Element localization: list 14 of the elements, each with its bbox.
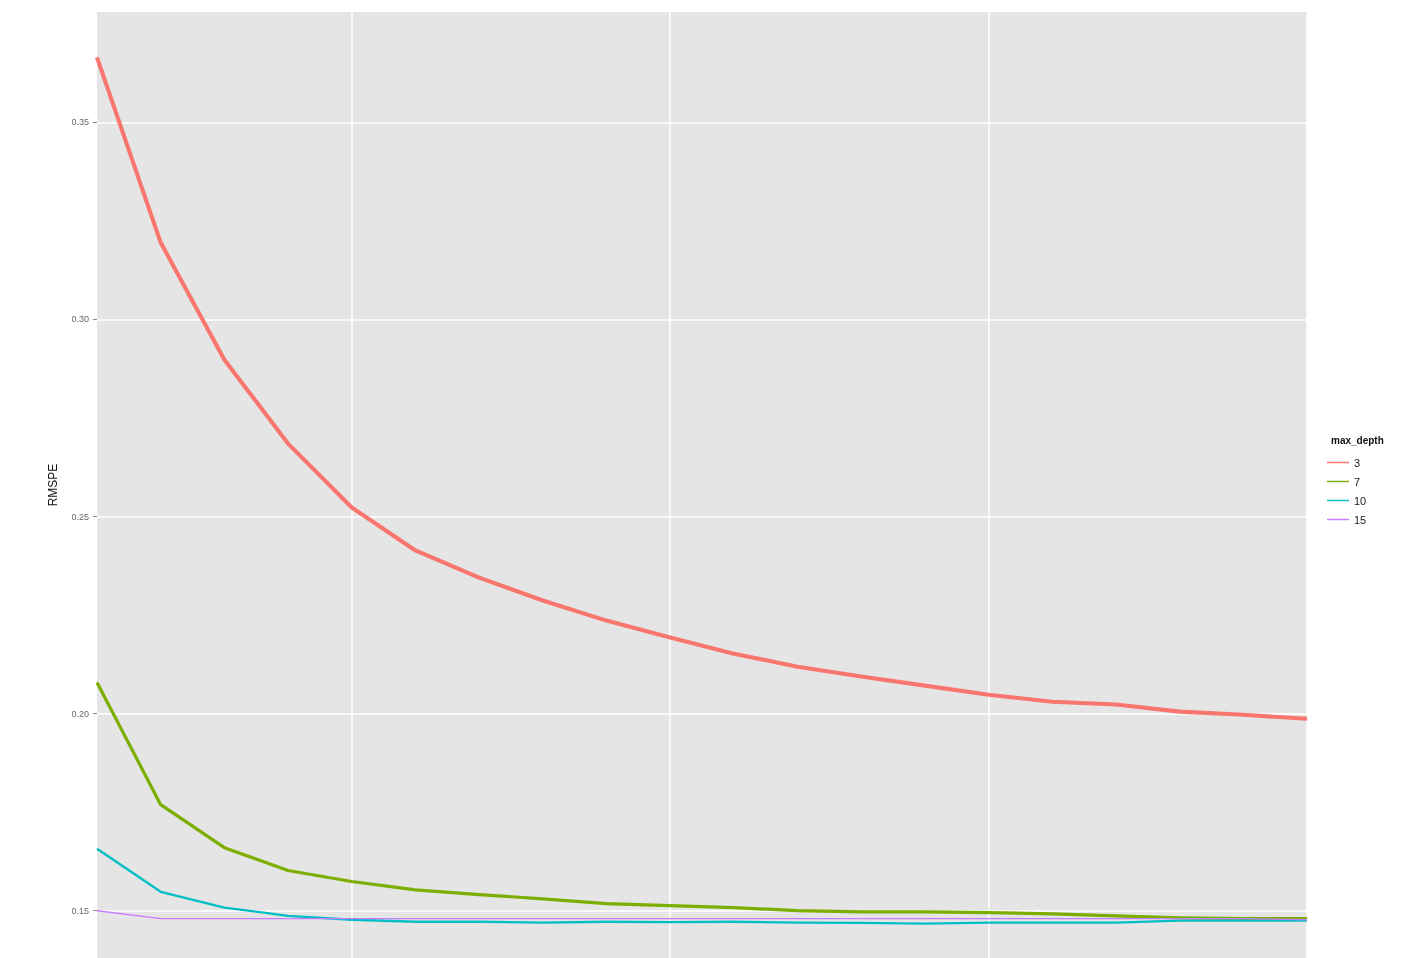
legend-label: 3 [1354,456,1361,469]
legend-label: 10 [1354,494,1367,507]
line-series [94,55,1310,721]
y-tick-label: 0.35 [71,117,89,128]
line-series [95,680,1309,921]
legend-label: 15 [1354,513,1367,526]
legend-label: 7 [1354,475,1361,488]
y-tick-label: 0.15 [71,905,89,916]
y-axis-title: RMSPE [46,463,60,507]
legend-title: max_depth [1331,434,1384,446]
y-tick-label: 0.20 [71,708,89,719]
y-tick-label: 0.30 [71,314,89,325]
line-series [95,847,1309,925]
y-tick-label: 0.25 [71,511,89,522]
